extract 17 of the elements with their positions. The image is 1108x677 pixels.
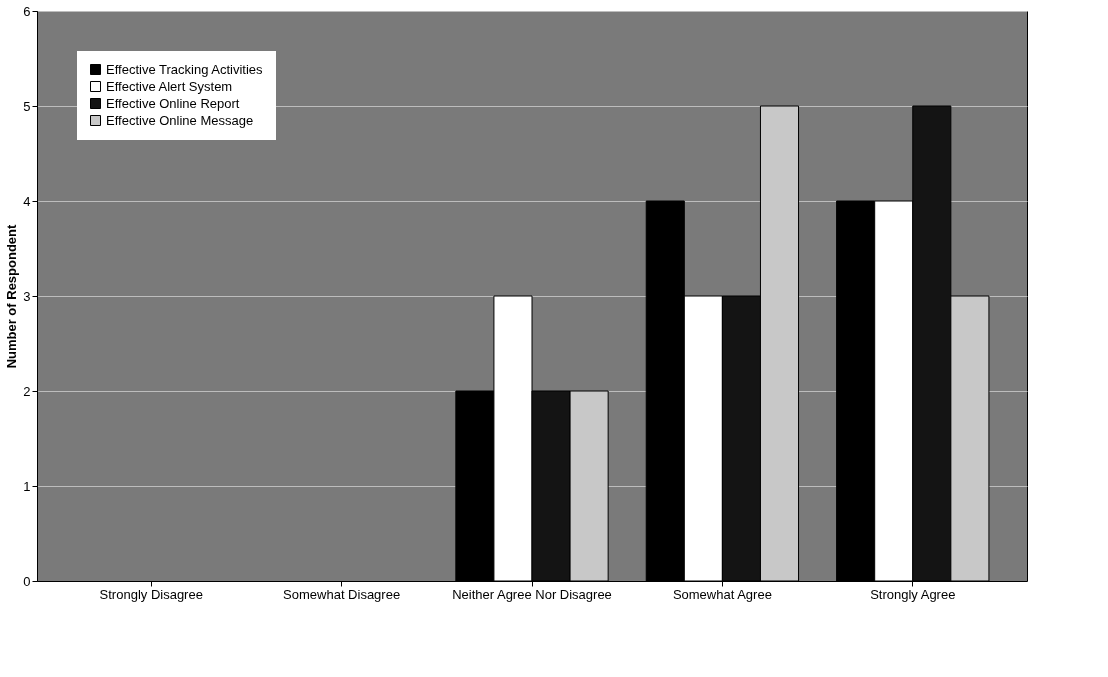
y-tick-label: 4 bbox=[23, 193, 31, 209]
y-tick-label: 0 bbox=[23, 573, 31, 589]
x-tick-label: Somewhat Disagree bbox=[283, 586, 401, 602]
y-tick-label: 5 bbox=[23, 98, 31, 114]
legend-label: Effective Alert System bbox=[106, 78, 233, 94]
x-tick-label: Neither Agree Nor Disagree bbox=[452, 586, 612, 602]
x-tick-label: Strongly Disagree bbox=[99, 586, 203, 602]
y-tick-label: 1 bbox=[23, 478, 31, 494]
legend-label: Effective Online Message bbox=[106, 112, 254, 128]
x-tick-label: Somewhat Agree bbox=[672, 586, 772, 602]
y-tick-label: 6 bbox=[23, 3, 31, 19]
legend-label: Effective Tracking Activities bbox=[106, 61, 264, 77]
legend-label: Effective Online Report bbox=[106, 95, 240, 111]
y-axis-title: Number of Respondent bbox=[4, 223, 20, 369]
x-tick-label: Strongly Agree bbox=[870, 586, 956, 602]
y-tick-label: 3 bbox=[23, 288, 31, 304]
y-tick-label: 2 bbox=[23, 383, 31, 399]
